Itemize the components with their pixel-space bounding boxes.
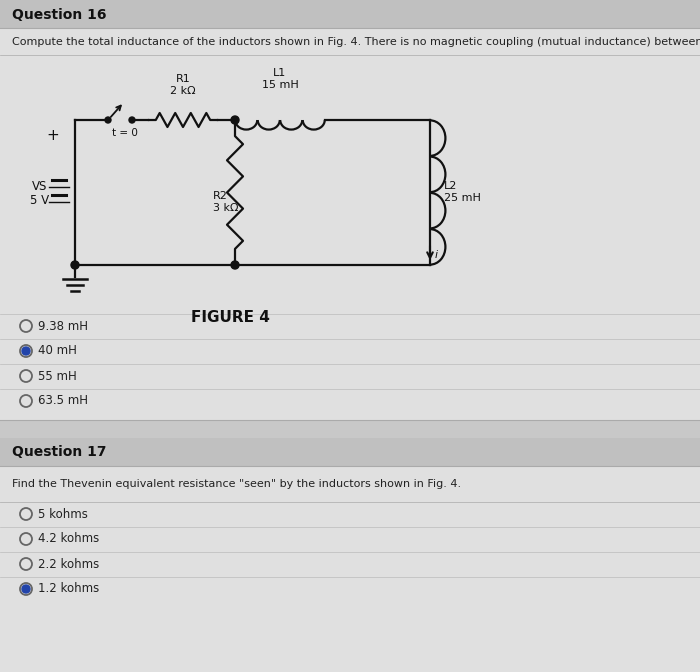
Bar — [0, 0, 700, 28]
Text: R1
2 kΩ: R1 2 kΩ — [170, 74, 196, 96]
Text: R2
3 kΩ: R2 3 kΩ — [213, 191, 239, 213]
Text: Compute the total inductance of the inductors shown in Fig. 4. There is no magne: Compute the total inductance of the indu… — [12, 37, 700, 47]
Circle shape — [231, 261, 239, 269]
Circle shape — [22, 347, 30, 355]
Text: 9.38 mH: 9.38 mH — [38, 319, 88, 333]
Bar — [0, 438, 700, 466]
Text: VS: VS — [32, 181, 48, 194]
Text: 4.2 kohms: 4.2 kohms — [38, 532, 99, 546]
Bar — [0, 420, 700, 438]
Text: t = 0: t = 0 — [112, 128, 138, 138]
Text: FIGURE 4: FIGURE 4 — [190, 310, 270, 325]
Circle shape — [71, 261, 79, 269]
Text: L2
25 mH: L2 25 mH — [444, 181, 481, 203]
Text: 5 V: 5 V — [30, 194, 50, 206]
Text: L1
15 mH: L1 15 mH — [262, 68, 298, 90]
Text: 2.2 kohms: 2.2 kohms — [38, 558, 99, 571]
Text: 55 mH: 55 mH — [38, 370, 77, 382]
Circle shape — [129, 117, 135, 123]
Text: 40 mH: 40 mH — [38, 345, 77, 358]
Bar — [0, 0, 700, 420]
Bar — [0, 438, 700, 672]
Circle shape — [231, 116, 239, 124]
Text: Question 17: Question 17 — [12, 445, 106, 459]
Text: i: i — [435, 250, 438, 260]
Text: 5 kohms: 5 kohms — [38, 507, 88, 521]
Circle shape — [22, 585, 30, 593]
Text: Find the Thevenin equivalent resistance "seen" by the inductors shown in Fig. 4.: Find the Thevenin equivalent resistance … — [12, 479, 461, 489]
Text: Question 16: Question 16 — [12, 8, 106, 22]
Text: 1.2 kohms: 1.2 kohms — [38, 583, 99, 595]
Circle shape — [105, 117, 111, 123]
Text: 63.5 mH: 63.5 mH — [38, 394, 88, 407]
Text: +: + — [47, 128, 60, 143]
